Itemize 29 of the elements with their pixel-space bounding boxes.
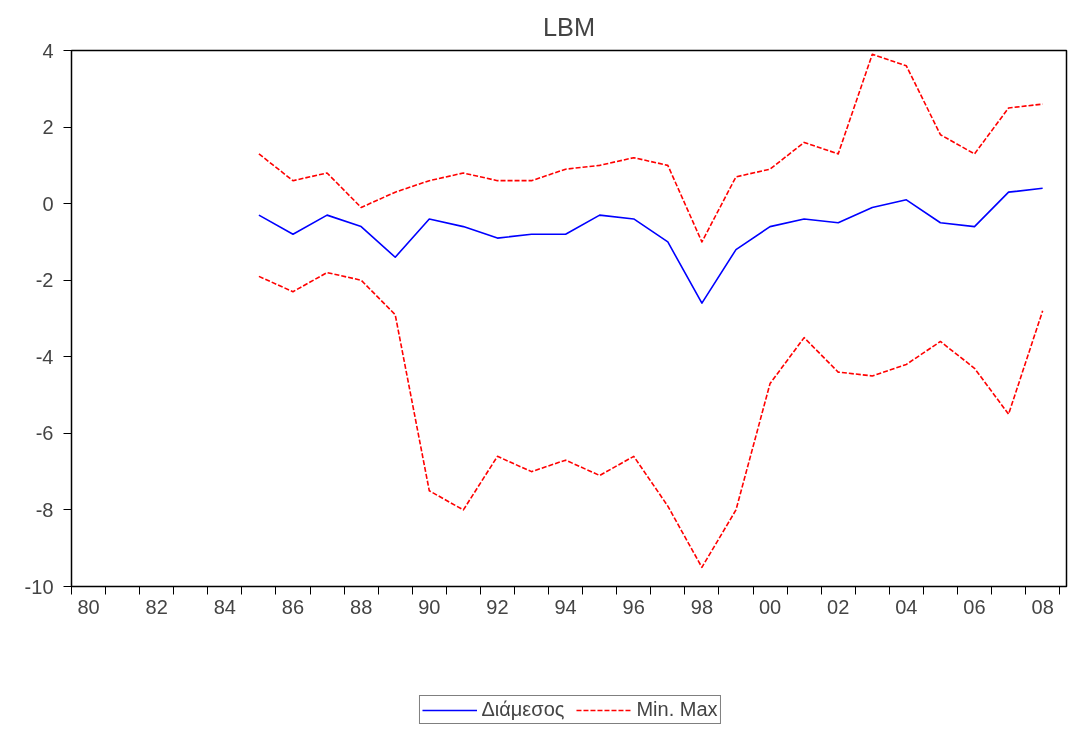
y-tick-label: -6	[35, 422, 54, 445]
x-tick-label: 90	[418, 595, 441, 618]
x-tick-label: 96	[622, 595, 645, 618]
x-tick-label: 02	[827, 595, 850, 618]
x-tick-label: 92	[486, 595, 509, 618]
x-tick-label: 84	[213, 595, 236, 618]
x-tick-label: 80	[77, 595, 100, 618]
x-tick-label: 98	[690, 595, 714, 618]
x-tick-label: 08	[1031, 595, 1054, 618]
x-tick-label: 86	[281, 595, 305, 618]
x-tick-label: 82	[145, 595, 168, 618]
y-tick-label: -10	[24, 575, 54, 598]
y-tick-label: 4	[42, 39, 54, 62]
y-tick-label: -4	[35, 345, 54, 368]
x-tick-label: 06	[963, 595, 986, 618]
legend-label: Min. Max	[636, 698, 718, 721]
x-tick-label: 04	[895, 595, 918, 618]
x-tick-label: 94	[554, 595, 577, 618]
x-tick-label: 00	[758, 595, 782, 618]
y-tick-label: 0	[42, 192, 54, 215]
y-tick-label: -8	[35, 498, 54, 521]
line-series	[258, 271, 1044, 569]
line-series	[258, 187, 1044, 304]
chart-title: LBM	[542, 12, 596, 41]
x-tick-label: 88	[350, 595, 373, 618]
line-series	[258, 53, 1044, 243]
legend-label: Διάμεσος	[481, 698, 565, 721]
y-tick-label: 2	[42, 116, 54, 139]
y-tick-label: -2	[35, 269, 54, 292]
